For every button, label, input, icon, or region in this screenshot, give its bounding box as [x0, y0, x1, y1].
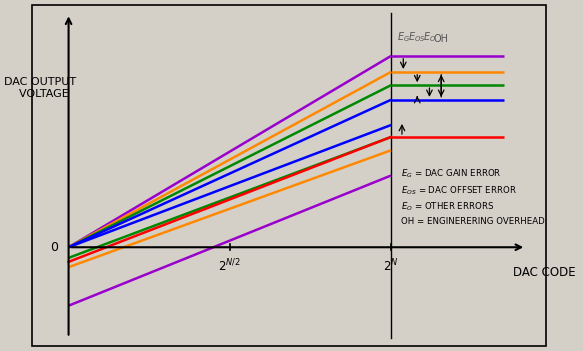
- Text: $E_O$ = OTHER ERRORS: $E_O$ = OTHER ERRORS: [401, 200, 494, 213]
- Text: OH: OH: [434, 34, 449, 44]
- Text: $2^{N/2}$: $2^{N/2}$: [219, 258, 241, 274]
- Text: 0: 0: [50, 241, 58, 254]
- Text: OH = ENGINERERING OVERHEAD: OH = ENGINERERING OVERHEAD: [401, 217, 545, 226]
- Text: $E_G$: $E_G$: [397, 30, 410, 44]
- Text: $E_G$ = DAC GAIN ERROR: $E_G$ = DAC GAIN ERROR: [401, 167, 501, 180]
- Text: $E_O$: $E_O$: [423, 30, 436, 44]
- Text: $2^N$: $2^N$: [383, 258, 399, 274]
- Text: $E_{OS}$ = DAC OFFSET ERROR: $E_{OS}$ = DAC OFFSET ERROR: [401, 184, 517, 197]
- Text: $E_{OS}$: $E_{OS}$: [409, 30, 426, 44]
- Text: DAC CODE: DAC CODE: [513, 266, 576, 279]
- Text: DAC OUTPUT
  VOLTAGE: DAC OUTPUT VOLTAGE: [4, 77, 76, 99]
